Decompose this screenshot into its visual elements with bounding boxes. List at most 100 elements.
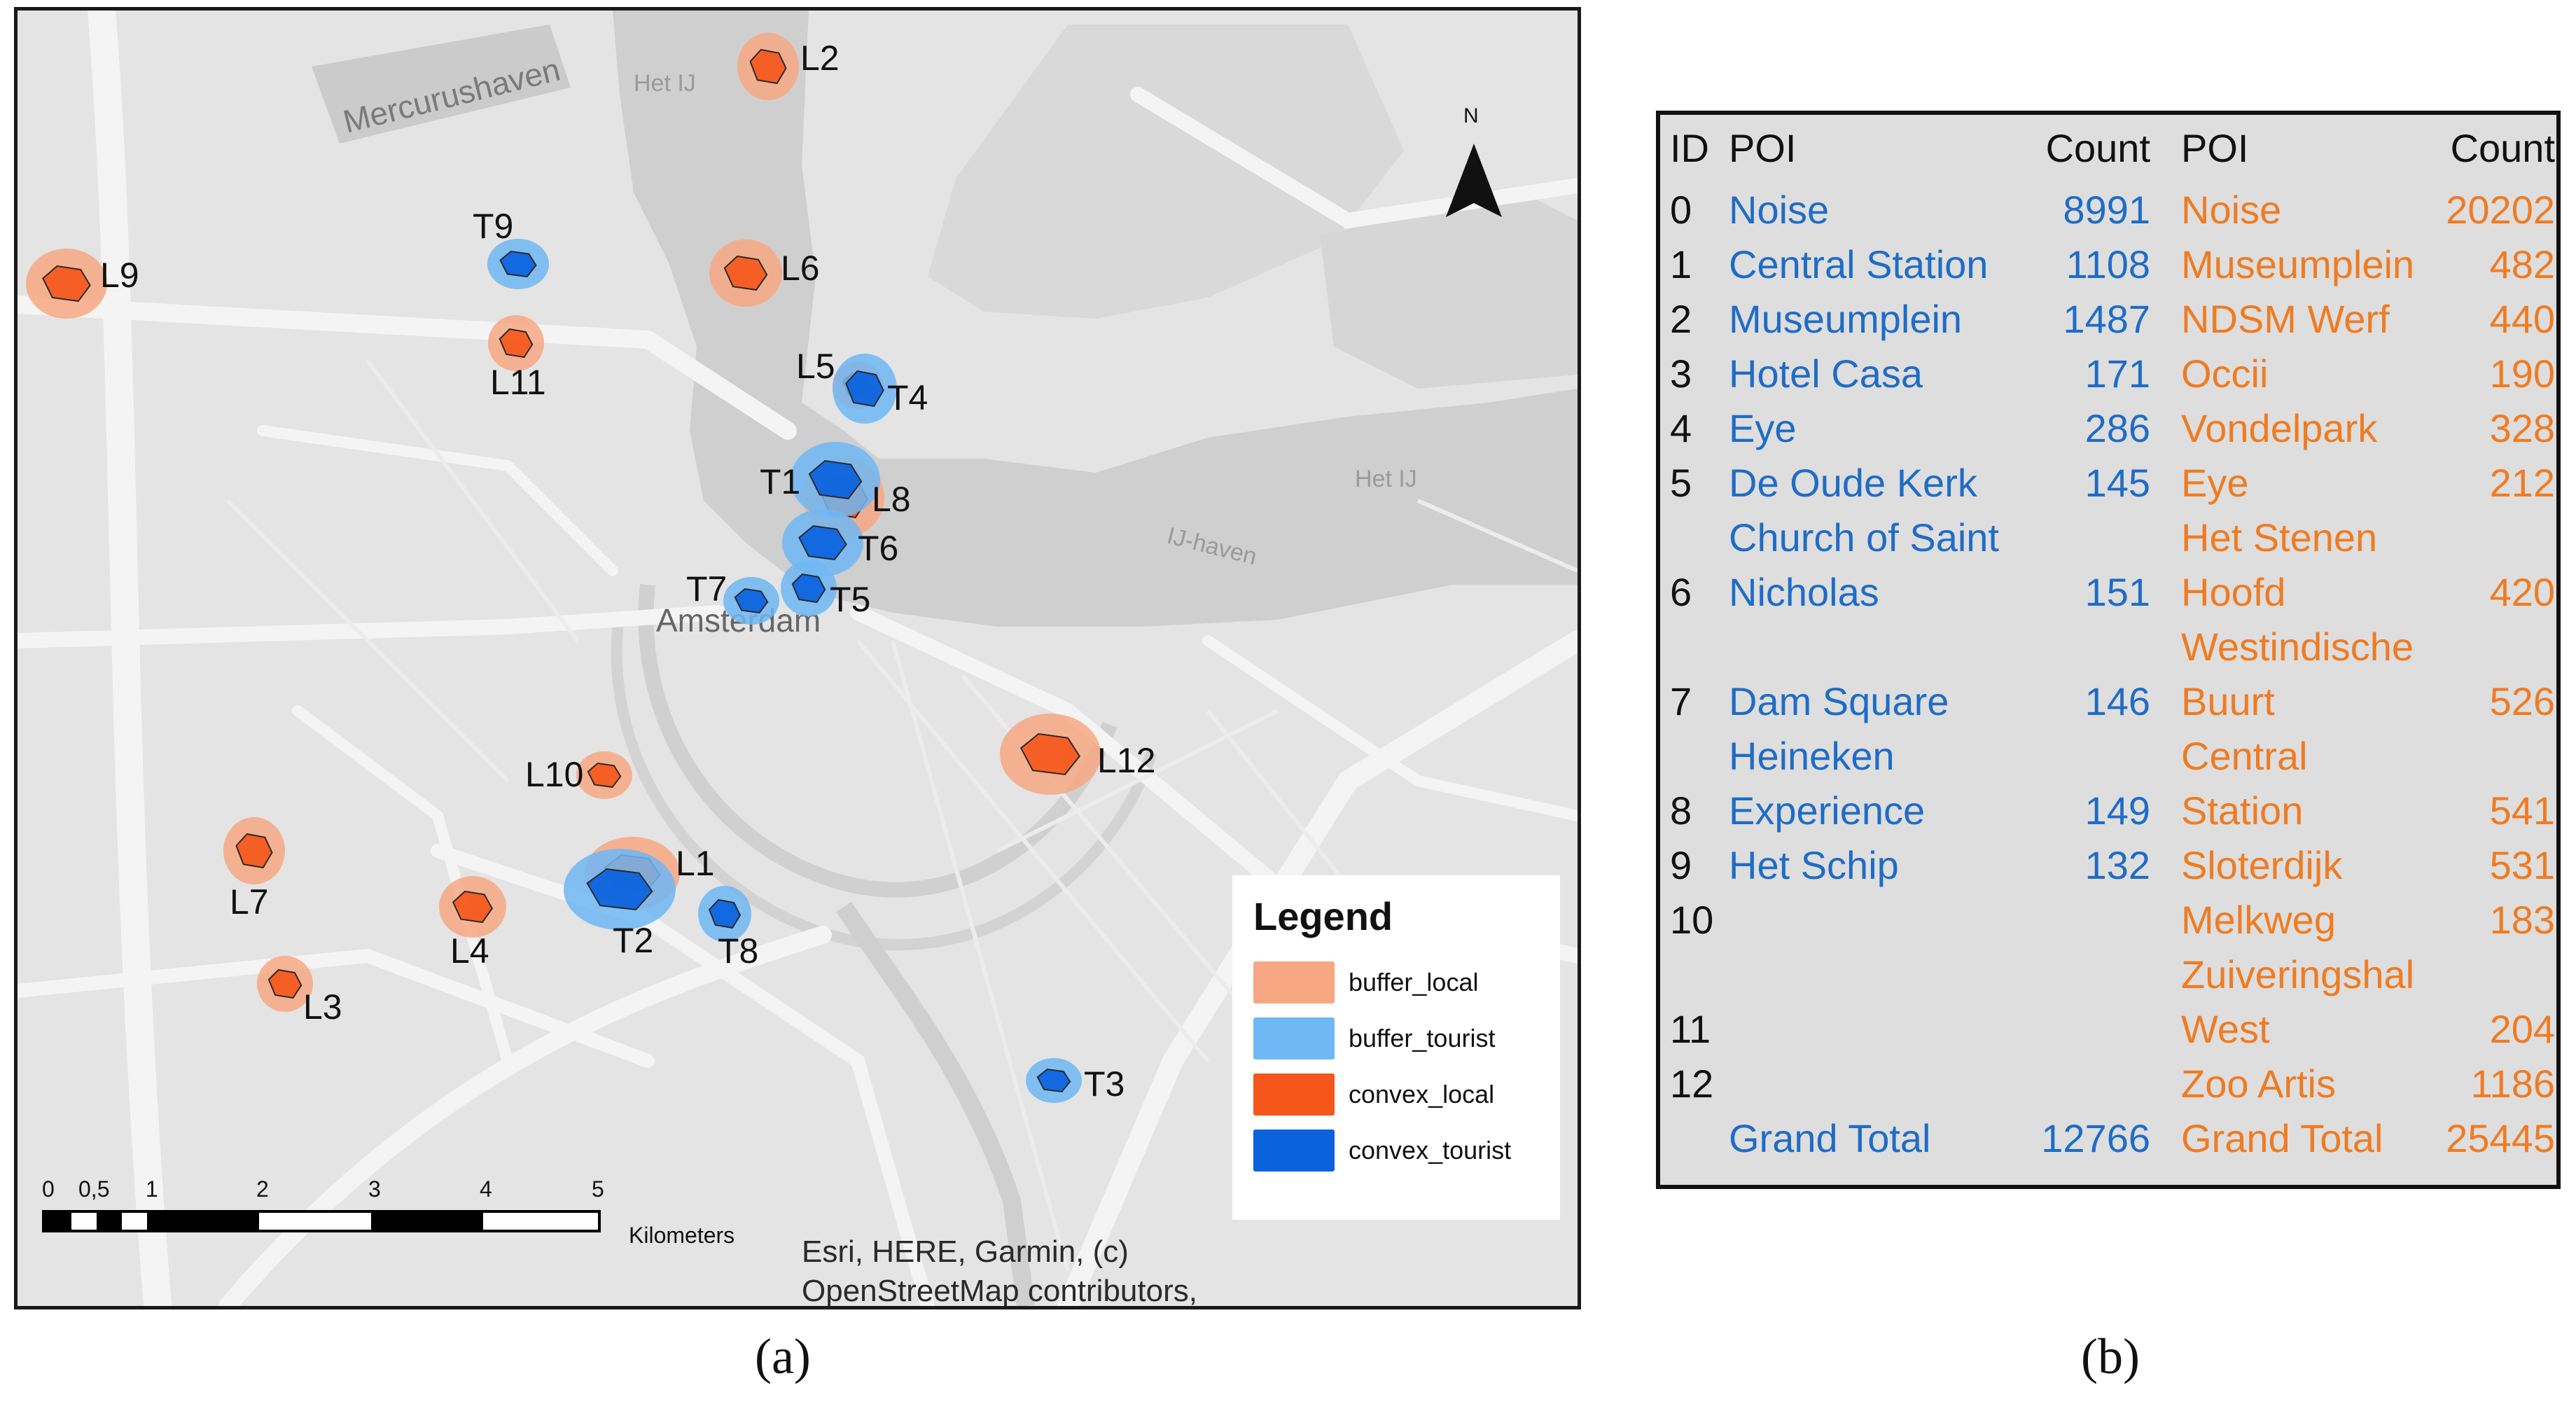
table-cell-poi-local: West [2181,1007,2270,1051]
marker-label-t3: T3 [1084,1064,1125,1104]
table-cell-count-tourist: 132 [2084,843,2150,887]
table-cell-poi-tourist: Het Schip [1729,843,1899,887]
map-legend: Legend buffer_local buffer_tourist conve… [1232,875,1560,1220]
scale-tick: 0 [42,1176,55,1202]
roads [18,11,1578,1306]
scale-tick: 3 [368,1176,381,1202]
convex-tourist-t9 [499,250,537,278]
legend-title: Legend [1253,894,1393,938]
table-cell-count-local: 204 [2489,1007,2555,1051]
convex-tourist-t5 [791,573,826,604]
convex-tourist-t8 [708,898,742,929]
table-cell-poi-tourist: Central Station [1729,242,1989,286]
table-cell-poi-local: Occii [2181,352,2269,396]
marker-label-t6: T6 [858,529,898,568]
table-cell-poi-local: Melkweg [2181,898,2336,942]
map-attribution: Esri, HERE, Garmin, (c) OpenStreetMap co… [802,1232,1197,1308]
convex-local-l9 [42,265,91,303]
table-cell-poi-local: Vondelpark [2181,406,2378,450]
convex-tourist-t7 [734,588,769,614]
marker-label-l9: L9 [100,256,139,295]
table-cell-count-local: 183 [2489,898,2555,942]
north-label: N [1463,104,1479,127]
table-cell-poi-tourist: Church of Saint [1729,515,1999,559]
table-cell-id: 2 [1670,297,1692,341]
legend-item-buffer-tourist: buffer_tourist [1253,1010,1539,1066]
water-dock-east [1320,193,1578,389]
attribution-line: OpenStreetMap contributors, [802,1274,1197,1308]
table-cell-id: 7 [1670,679,1692,723]
legend-swatch-buffer-tourist [1253,1017,1335,1059]
convex-tourist-t3 [1036,1068,1071,1093]
table-cell-count-tourist: 171 [2084,352,2150,396]
marker-label-t1: T1 [760,462,800,501]
marker-label-l5: L5 [796,347,835,386]
table-cell-poi-local: NDSM Werf [2181,297,2390,341]
legend-swatch-convex-local [1253,1073,1335,1115]
scale-tick: 0,5 [78,1176,110,1202]
label-het-ij-east: Het IJ [1355,466,1417,492]
convex-local-l12 [1019,732,1080,776]
table-cell-id: 10 [1670,898,1714,942]
table-cell-count-tourist: 1487 [2063,297,2150,341]
table-cell-count-local: 440 [2489,297,2555,341]
table-cell-poi-local: Noise [2181,188,2282,232]
table-cell-poi-tourist: Experience [1729,788,1926,833]
table-cell-id: 4 [1670,406,1692,450]
canal-ring [638,583,1118,898]
legend-label: convex_local [1349,1080,1495,1108]
poi-table: ID POI Count POI Count 0 Noise 8991 Noise 20202 1 C… [1656,111,2561,1189]
table-cell-count-tourist: 146 [2084,679,2150,723]
table-cell-poi-tourist: De Oude Kerk [1729,461,1977,505]
legend-swatch-buffer-local [1253,961,1335,1003]
convex-tourist-t2 [586,868,653,911]
convex-tourist-t4 [845,370,884,408]
table-cell-count-tourist: 145 [2084,461,2150,505]
table-cell-count-local: 531 [2489,843,2555,887]
table-total-label-local: Grand Total [2181,1116,2383,1160]
water-dock-north [928,25,1404,319]
hotspot-clusters [26,33,1101,1103]
table-header-count-local: Count [2450,126,2555,170]
table-cell-poi-local: Central [2181,734,2308,778]
marker-label-l2: L2 [800,39,840,78]
convex-local-l7 [235,833,273,869]
scale-bar: 0 0,5 1 2 3 4 5 Kilometers [42,1176,734,1248]
table-cell-count-local: 541 [2489,788,2555,833]
table-cell-poi-tourist: Museumplein [1729,297,1963,341]
convex-local-l10 [587,762,622,788]
convex-local-l6 [723,255,768,291]
table-cell-count-local: 1186 [2470,1062,2555,1106]
amstel-river [836,901,1035,1306]
marker-label-l12: L12 [1097,741,1155,780]
table-cell-poi-tourist: Noise [1729,188,1830,232]
table-cell-id: 6 [1670,570,1692,614]
marker-label-l1: L1 [676,844,715,883]
legend-item-convex-local: convex_local [1253,1066,1539,1122]
basemap: Mercurushaven Het IJ Het IJ IJ-haven Ams… [18,11,1578,1306]
scale-tick: 2 [256,1176,269,1202]
legend-label: buffer_tourist [1349,1024,1496,1052]
scale-bar-segments [42,1210,601,1232]
north-arrow-icon: N [1446,104,1502,217]
convex-tourist-t6 [798,524,847,561]
table-cell-id: 0 [1670,188,1692,232]
table-cell-id: 1 [1670,242,1692,286]
table-cell-poi-local: Zuiveringshal [2181,952,2415,996]
table-cell-id: 3 [1670,352,1692,396]
marker-label-t2: T2 [613,921,653,960]
marker-label-l8: L8 [872,480,911,519]
table-cell-count-local: 420 [2489,570,2555,614]
table-cell-poi-tourist: Hotel Casa [1729,352,1923,396]
table-cell-poi-tourist: Eye [1729,406,1797,450]
convex-local-l4 [452,890,494,924]
table-cell-id: 12 [1670,1062,1714,1106]
table-total-label-tourist: Grand Total [1729,1116,1931,1160]
legend-label: convex_tourist [1349,1136,1512,1165]
scale-ticks: 0 0,5 1 2 3 4 5 [42,1176,672,1210]
convex-local-l2 [749,48,787,85]
marker-label-t9: T9 [473,207,513,246]
table-header-poi-tourist: POI [1729,126,1797,170]
caption-a: (a) [755,1328,811,1384]
marker-label-l7: L7 [230,882,269,922]
